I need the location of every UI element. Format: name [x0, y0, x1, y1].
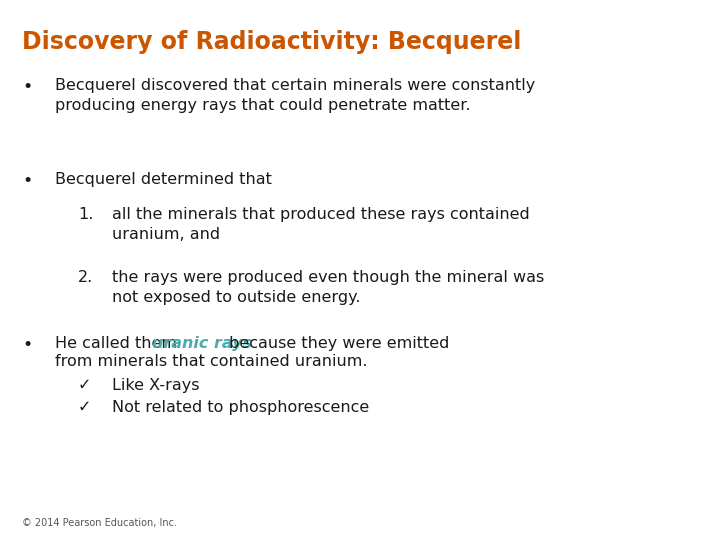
Text: 1.: 1. [78, 207, 94, 222]
Text: Not related to phosphorescence: Not related to phosphorescence [112, 400, 369, 415]
Text: because they were emitted: because they were emitted [224, 336, 449, 351]
Text: Like X-rays: Like X-rays [112, 378, 199, 393]
Text: all the minerals that produced these rays contained
uranium, and: all the minerals that produced these ray… [112, 207, 530, 242]
Text: He called them: He called them [55, 336, 182, 351]
Text: •: • [22, 172, 32, 190]
Text: from minerals that contained uranium.: from minerals that contained uranium. [55, 354, 367, 369]
Text: © 2014 Pearson Education, Inc.: © 2014 Pearson Education, Inc. [22, 518, 177, 528]
Text: 2.: 2. [78, 270, 94, 285]
Text: uranic rays: uranic rays [152, 336, 252, 351]
Text: the rays were produced even though the mineral was
not exposed to outside energy: the rays were produced even though the m… [112, 270, 544, 306]
Text: Discovery of Radioactivity: Becquerel: Discovery of Radioactivity: Becquerel [22, 30, 521, 54]
Text: •: • [22, 78, 32, 96]
Text: Becquerel discovered that certain minerals were constantly
producing energy rays: Becquerel discovered that certain minera… [55, 78, 535, 113]
Text: ✓: ✓ [78, 400, 91, 415]
Text: ✓: ✓ [78, 378, 91, 393]
Text: Becquerel determined that: Becquerel determined that [55, 172, 272, 187]
Text: •: • [22, 336, 32, 354]
